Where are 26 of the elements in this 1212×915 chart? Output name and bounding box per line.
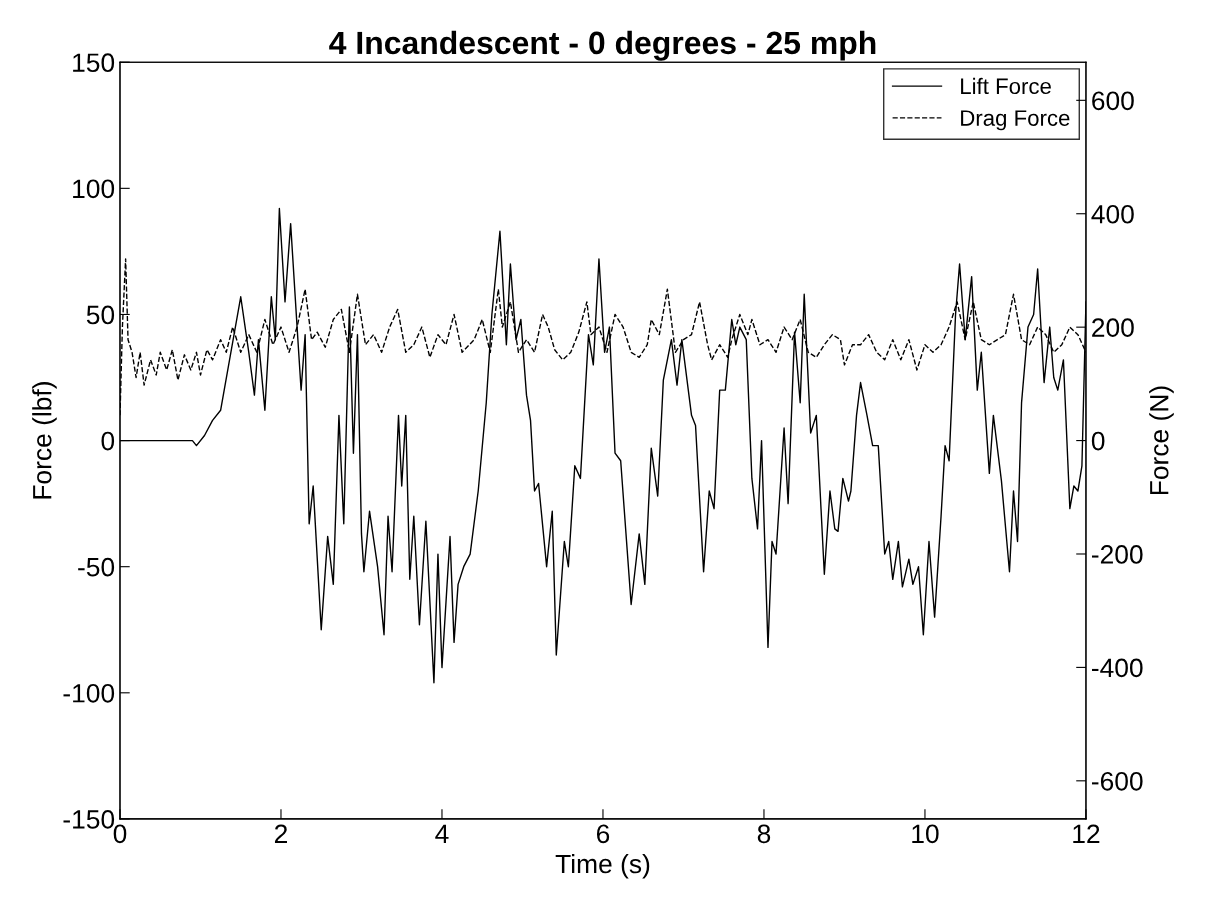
y-tick-label: 50 (86, 305, 115, 325)
y-tick-label: 0 (101, 431, 115, 451)
y-tick-label: -100 (63, 683, 115, 703)
legend-label: Drag Force (961, 110, 1070, 131)
chart-title: 4 Incandescent - 0 degrees - 25 mph (329, 30, 876, 61)
x-tick-label: 2 (274, 824, 287, 843)
x-tick-label: 6 (596, 824, 610, 844)
y2-tick-label: 400 (1091, 204, 1134, 224)
y2-tick-label: -600 (1091, 771, 1143, 791)
legend-label: Lift Force (961, 77, 1051, 95)
y2-tick-label: -200 (1091, 545, 1143, 564)
x-tick-label: 8 (757, 824, 771, 844)
y-tick-label: -50 (78, 557, 115, 577)
y2-tick-label: 200 (1092, 318, 1134, 337)
y2-axis-title: Force (N) (1149, 386, 1174, 495)
x-axis-title: Time (s) (555, 853, 650, 879)
x-tick-label: 10 (912, 824, 939, 844)
x-tick-label: 4 (435, 824, 449, 843)
y2-tick-label: 0 (1091, 431, 1105, 451)
y-tick-label: 150 (73, 53, 115, 73)
y-tick-label: 100 (73, 179, 115, 199)
y2-tick-label: 600 (1092, 91, 1134, 111)
y-axis-title: Force (lbf) (32, 382, 57, 499)
x-tick-label: 12 (1073, 824, 1100, 843)
y2-tick-label: -400 (1091, 658, 1143, 678)
y-tick-label: -150 (63, 810, 115, 829)
